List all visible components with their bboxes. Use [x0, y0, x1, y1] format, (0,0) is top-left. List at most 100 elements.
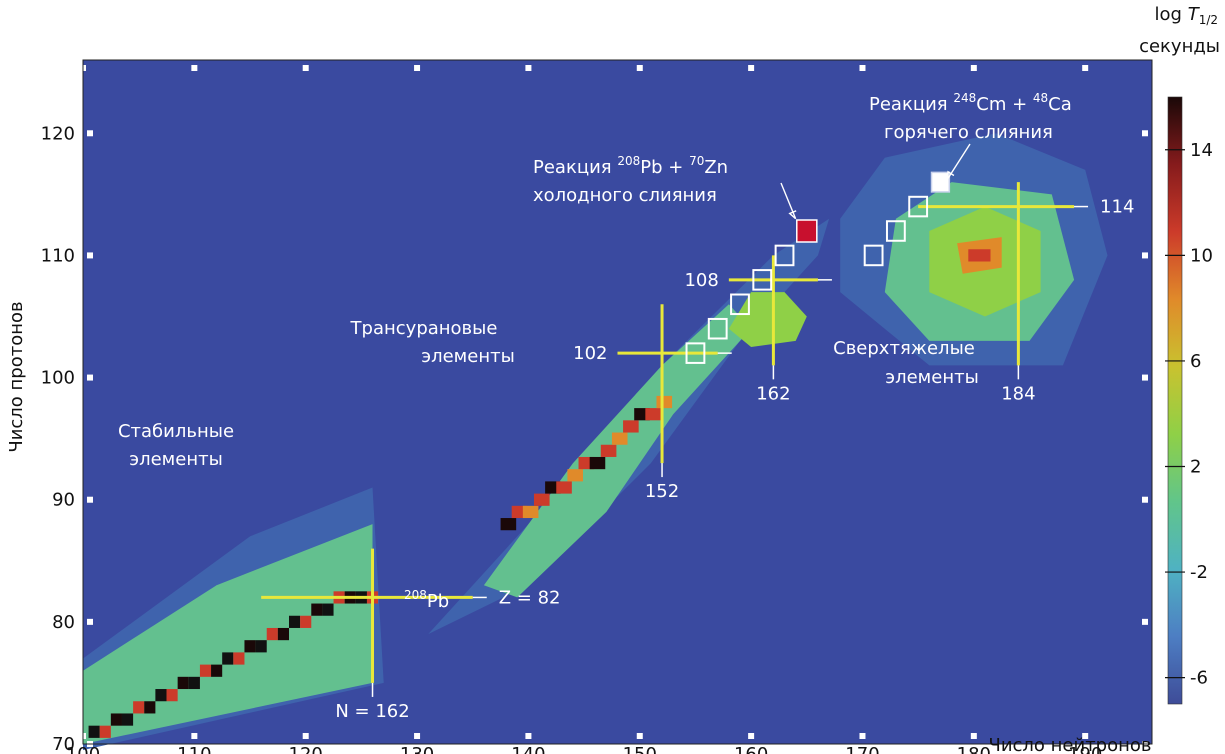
colorbar-title: log T1/2 [1155, 4, 1218, 27]
trans-nuclide-cell [522, 505, 539, 519]
trans-nuclide-cell [600, 444, 617, 457]
colorbar-tick-label: 6 [1190, 351, 1201, 372]
cold-fusion-product-square [796, 219, 818, 243]
left-tick-marker [87, 252, 93, 259]
stable-nuclide-cell [211, 664, 223, 677]
trans-nuclide-cell [567, 469, 583, 482]
hot-fusion-label-line1: Реакция 248Cm + 48Ca [869, 91, 1072, 115]
magic-lines-layer [261, 182, 1089, 697]
y-tick-label: 100 [41, 368, 75, 389]
stable-nuclide-cell [133, 701, 145, 714]
x-tick-label: 120 [289, 744, 323, 754]
cold-fusion-decay-square [774, 244, 795, 267]
bottom-tick-marker [525, 733, 532, 739]
axes-layer: 100 110 120 130 140 150 160 170 180 190 70 80 90 100 1… [6, 59, 1153, 754]
hot-fusion-mass2: 48 [1033, 91, 1048, 105]
colorbar-bar [1167, 96, 1183, 705]
colorbar: -6 -2 2 6 10 14 log T1/2 секунды [1139, 4, 1220, 705]
x-tick-label: 170 [845, 744, 879, 754]
fusion-chains-layer [685, 171, 951, 364]
hot-fusion-decay-square [908, 195, 929, 218]
cold-fusion-mass1: 208 [617, 154, 640, 168]
cold-fusion-decay-square [752, 269, 773, 291]
trans-nuclide-cell [556, 481, 572, 494]
right-tick-marker [1142, 130, 1148, 137]
trans-nuclide-cell [623, 420, 639, 433]
stable-nuclide-cell [177, 676, 189, 690]
hot-fusion-product-square [930, 171, 951, 193]
hot-fusion-mass1: 248 [953, 91, 976, 105]
cold-fusion-label-line2: холодного слияния [533, 185, 717, 206]
magic-line-label: 102 [573, 343, 607, 364]
magic-line-label: N = 162 [335, 701, 409, 722]
magic-line-label: 108 [684, 270, 718, 291]
stable-nuclide-cell [166, 689, 178, 702]
trans-nuclide-cell [500, 518, 517, 531]
cold-fusion-arrow [780, 182, 797, 220]
stable-nuclide-cell [322, 603, 334, 616]
y-axis-label: Число протонов [6, 301, 27, 452]
region-peak-8 [968, 249, 991, 262]
cold-fusion-label-line1: Реакция 208Pb + 70Zn [533, 154, 728, 178]
top-tick-marker [414, 65, 421, 71]
cold-fusion-arrow-head [788, 210, 797, 220]
top-tick-marker [636, 65, 643, 71]
stable-nuclide-cell [266, 627, 278, 641]
trans-label-line2: элементы [421, 346, 515, 367]
right-tick-marker [1142, 252, 1148, 259]
magic-line-label: 184 [1001, 383, 1035, 404]
cold-fusion-decay-square [730, 293, 750, 316]
bottom-tick-marker [970, 733, 977, 739]
top-tick-marker [859, 65, 866, 71]
magic-line-label: 114 [1100, 197, 1134, 218]
top-tick-marker [302, 65, 309, 71]
hot-fusion-el2: Ca [1048, 94, 1072, 115]
stable-nuclide-cell [144, 701, 156, 714]
magic-line-label: Z = 82 [499, 587, 561, 608]
top-tick-marker [970, 65, 977, 71]
stable-nuclide-cell [199, 664, 212, 677]
trans-nuclide-cell [645, 408, 661, 421]
x-tick-label: 100 [66, 744, 100, 754]
left-tick-marker [87, 618, 93, 625]
stable-nuclide-cell [289, 615, 301, 628]
region-band-3 [483, 304, 752, 598]
cold-fusion-decay-square [685, 342, 706, 364]
pb208-symbol: Pb [427, 591, 449, 612]
trans-nuclide-cell [611, 432, 628, 445]
bottom-tick-marker [636, 733, 643, 739]
trans-nuclide-cell [589, 456, 606, 470]
stable-nuclide-cell [88, 725, 100, 738]
pb208-label: 208Pb [404, 588, 449, 612]
region-band-1 [83, 524, 373, 744]
cold-fusion-decay-square [707, 317, 728, 340]
bottom-tick-marker [748, 733, 755, 739]
superheavy-label-line1: Сверхтяжелые [833, 338, 975, 359]
bottom-tick-marker [1082, 733, 1089, 739]
right-tick-marker [1142, 618, 1148, 625]
trans-nuclide-cell [533, 493, 550, 506]
cold-fusion-word: Реакция [533, 157, 617, 178]
colorbar-tick-label: 14 [1190, 140, 1213, 161]
stable-nuclide-cell [99, 725, 111, 738]
magic-line-label: 162 [756, 383, 790, 404]
colorbar-title-var: T [1188, 4, 1201, 25]
x-tick-label: 160 [734, 744, 768, 754]
stable-nuclide-cell [233, 652, 245, 665]
x-tick-label: 150 [623, 744, 657, 754]
stable-nuclide-cell [277, 627, 290, 641]
colorbar-title-sub: 1/2 [1199, 13, 1218, 27]
y-tick-label: 110 [41, 245, 75, 266]
stable-nuclide-cell [255, 640, 267, 653]
stable-label-line1: Стабильные [118, 421, 234, 442]
stable-nuclide-cell [222, 652, 234, 665]
trans-nuclide-cell [656, 395, 673, 409]
pb208-mass-number: 208 [404, 588, 427, 602]
bottom-tick-marker [191, 733, 198, 739]
bottom-tick-marker [859, 733, 866, 739]
bottom-tick-marker [302, 733, 309, 739]
regions-layer [83, 133, 1108, 751]
top-tick-marker [748, 65, 755, 71]
stable-label-line2: элементы [129, 449, 223, 470]
